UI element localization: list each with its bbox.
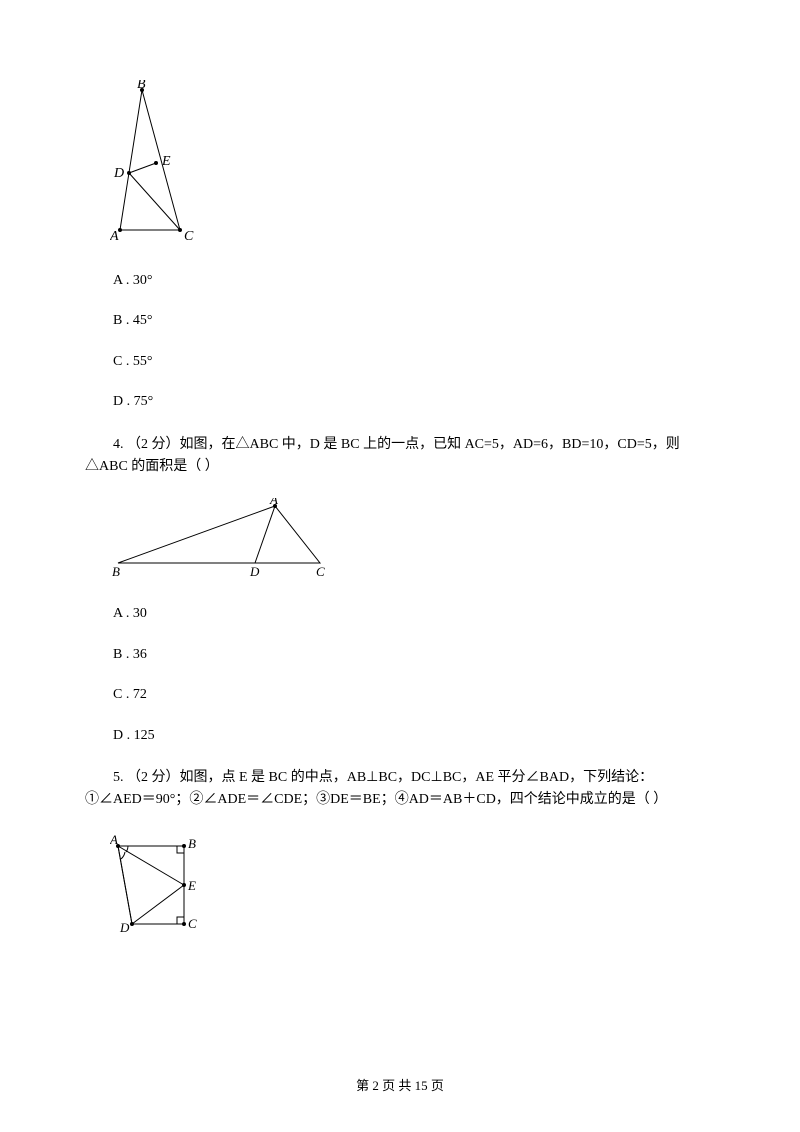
q3-option-b: B . 45° (113, 310, 705, 332)
label-C: C (184, 229, 194, 244)
q4-option-a: A . 30 (113, 603, 705, 625)
q3-figure: A B C D E (110, 80, 705, 245)
q4-triangle-svg: A B D C (110, 498, 345, 578)
q3-option-c: C . 55° (113, 351, 705, 373)
label-E: E (161, 154, 171, 169)
q4-stem: 4. （2 分）如图，在△ABC 中，D 是 BC 上的一点，已知 AC=5，A… (85, 434, 705, 479)
label-A: A (110, 229, 119, 244)
label-B: B (112, 564, 120, 578)
page-footer: 第 2 页 共 15 页 (0, 1076, 800, 1097)
q5-figure: A B C D E (110, 832, 705, 937)
label-D: D (119, 920, 130, 935)
q5-stem: 5. （2 分）如图，点 E 是 BC 的中点，AB⊥BC，DC⊥BC，AE 平… (85, 767, 705, 812)
q5-figure-svg: A B C D E (110, 832, 215, 937)
label-D: D (249, 564, 260, 578)
label-D: D (113, 166, 124, 181)
q4-option-c: C . 72 (113, 684, 705, 706)
label-A: A (269, 498, 278, 507)
q4-figure: A B D C (110, 498, 705, 578)
q3-option-a: A . 30° (113, 270, 705, 292)
label-A: A (110, 832, 118, 847)
label-B: B (137, 80, 146, 92)
label-C: C (188, 916, 197, 931)
label-B: B (188, 836, 196, 851)
q4-option-d: D . 125 (113, 725, 705, 747)
label-C: C (316, 564, 325, 578)
q3-option-d: D . 75° (113, 391, 705, 413)
q3-triangle-svg: A B C D E (110, 80, 215, 245)
q4-option-b: B . 36 (113, 644, 705, 666)
label-E: E (187, 878, 196, 893)
